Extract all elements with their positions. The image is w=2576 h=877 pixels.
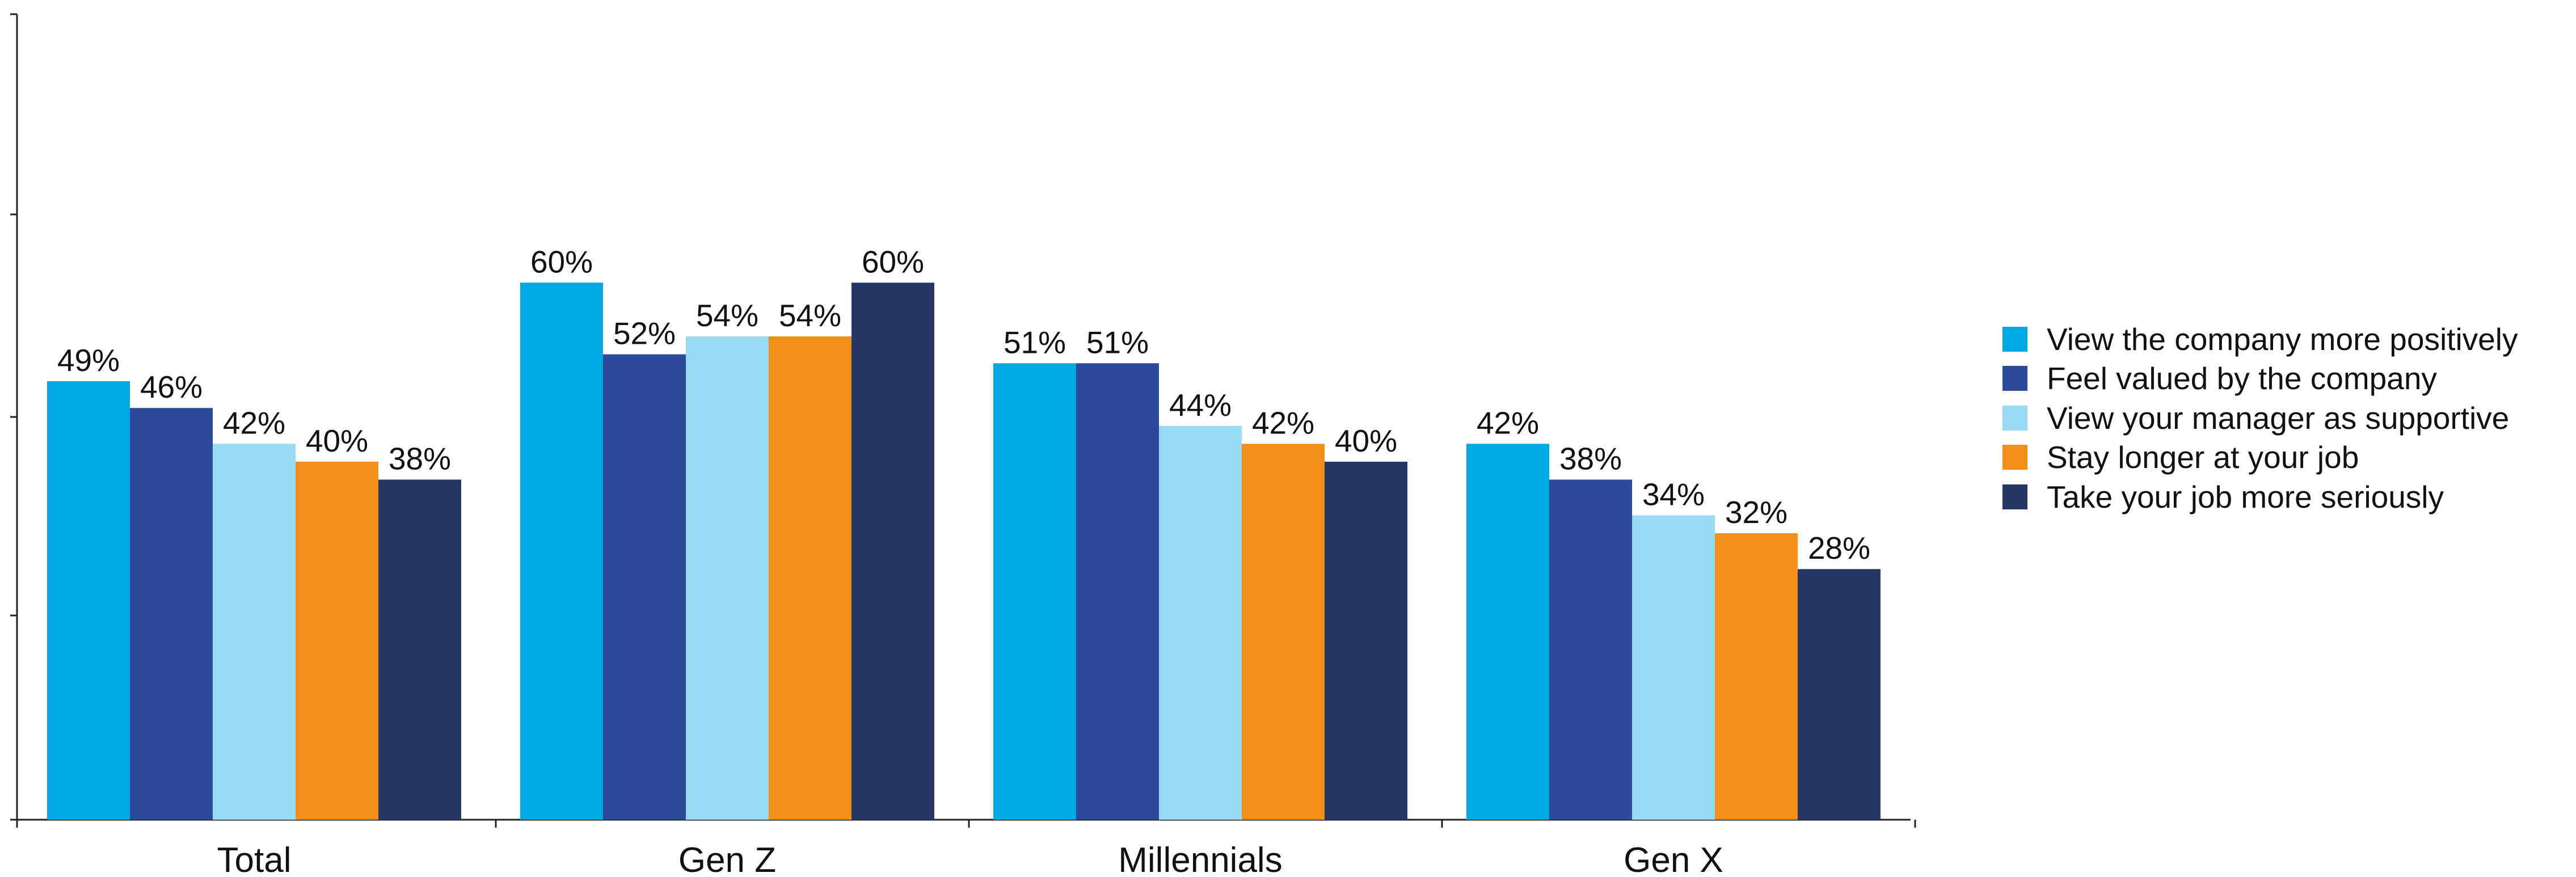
data-label: 60%	[530, 244, 593, 279]
legend-label: Take your job more seriously	[2047, 479, 2444, 515]
bar	[603, 354, 686, 820]
legend-label: View your manager as supportive	[2047, 400, 2510, 436]
data-label: 42%	[1252, 405, 1314, 440]
legend-swatch	[2002, 326, 2027, 352]
bar	[520, 283, 603, 820]
bar	[130, 408, 213, 820]
bar	[1076, 363, 1159, 820]
bar	[851, 283, 934, 820]
legend-label: Feel valued by the company	[2047, 361, 2437, 397]
legend-item: Take your job more seriously	[2002, 477, 2518, 517]
x-tick-label: Gen Z	[678, 841, 776, 877]
bar	[213, 444, 296, 820]
bar	[1715, 533, 1798, 820]
legend-swatch	[2002, 484, 2027, 509]
data-label: 54%	[779, 298, 841, 333]
data-label: 38%	[389, 441, 451, 476]
data-label: 40%	[1335, 423, 1397, 458]
bar	[686, 336, 769, 820]
data-label: 38%	[1559, 441, 1622, 476]
x-tick-label: Total	[217, 841, 292, 877]
data-label: 54%	[696, 298, 758, 333]
bar	[1466, 444, 1549, 820]
legend-item: Stay longer at your job	[2002, 438, 2518, 478]
data-label: 49%	[57, 343, 120, 378]
bar	[1632, 515, 1715, 820]
bar	[296, 461, 378, 820]
data-label: 46%	[140, 369, 203, 404]
data-label: 42%	[1477, 405, 1539, 440]
bar	[378, 479, 461, 820]
chart-legend: View the company more positively Feel val…	[2002, 319, 2518, 517]
legend-swatch	[2002, 405, 2027, 431]
data-label: 28%	[1808, 530, 1870, 566]
data-label: 60%	[862, 244, 924, 279]
bar	[769, 336, 851, 820]
legend-swatch	[2002, 366, 2027, 391]
data-label: 51%	[1086, 324, 1149, 360]
data-label: 51%	[1004, 324, 1066, 360]
bar	[1242, 444, 1325, 820]
x-tick-label: Millennials	[1118, 841, 1282, 877]
legend-label: Stay longer at your job	[2047, 440, 2359, 475]
legend-label: View the company more positively	[2047, 321, 2518, 357]
bar	[1549, 479, 1632, 820]
data-label: 42%	[223, 405, 285, 440]
data-label: 34%	[1642, 477, 1705, 512]
data-label: 32%	[1725, 495, 1787, 530]
legend-item: View the company more positively	[2002, 319, 2518, 359]
legend-item: Feel valued by the company	[2002, 359, 2518, 399]
bar	[1159, 425, 1242, 820]
legend-swatch	[2002, 445, 2027, 470]
bar	[993, 363, 1076, 820]
data-label: 44%	[1169, 387, 1232, 423]
bar	[1798, 569, 1881, 820]
x-tick-label: Gen X	[1624, 841, 1723, 877]
data-label: 52%	[613, 316, 676, 351]
bar	[47, 381, 130, 820]
bar	[1325, 461, 1407, 820]
legend-item: View your manager as supportive	[2002, 398, 2518, 438]
data-label: 40%	[306, 423, 368, 458]
